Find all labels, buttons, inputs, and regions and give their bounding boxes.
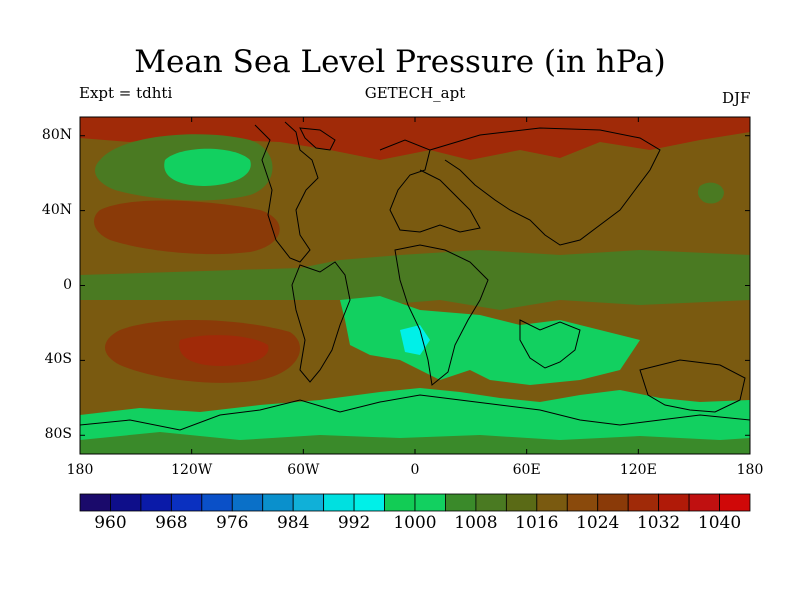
colorbar-label: 1032 [636,513,681,533]
coastline-south-america [291,261,351,383]
colorbar-swatch [505,493,538,512]
experiment-label: Expt = tdhti [79,84,173,102]
pressure-region-tropical-trough [80,250,750,310]
pressure-region-southern-continent-low [340,296,640,385]
colorbar-swatch [323,493,355,512]
coastline-africa [394,244,489,386]
coastline-australia [639,359,746,413]
lon-tick-label: 120E [619,462,657,478]
colorbar-swatch [566,493,599,512]
colorbar-label: 960 [94,513,127,533]
colorbar-swatch [658,493,690,512]
coastline-asia [429,127,661,246]
colorbar-swatch [201,493,233,512]
pressure-region-southeast-pacific-high-core [179,335,269,366]
colorbar-label: 984 [276,513,310,533]
lon-tick-label: 180 [66,462,94,478]
lat-tick-label: 80N [41,126,72,143]
coastline-north-america [254,121,319,263]
colorbar-swatch [719,493,751,512]
coastline-europe [379,139,481,233]
colorbar-swatch [262,493,294,512]
pressure-region-southern-ocean-trough [80,388,750,454]
lat-tick-label: 0 [63,276,72,293]
axis-ticks [79,117,751,454]
colorbar-swatch [445,493,477,512]
lon-tick-label: 60W [287,462,320,478]
coastlines [80,121,750,431]
colorbar-label: 976 [216,513,249,533]
pressure-region-north-pacific-low-core [164,148,251,186]
pressure-region-antarctic-band [80,432,750,454]
dataset-label: GETECH_apt [364,84,466,102]
pressure-region-north-pacific-subtropical-high [94,200,280,255]
colorbar-label: 1008 [454,513,498,533]
colorbar-label: 1024 [576,513,620,533]
colorbar-swatch [79,493,111,512]
colorbar-swatch [475,493,507,512]
colorbar-swatch [170,493,203,512]
colorbar-label: 1016 [515,513,559,533]
lat-tick-label: 40S [44,351,72,368]
colorbar-swatch [688,493,720,512]
colorbar-label: 968 [155,513,188,533]
lon-tick-label: 120W [171,462,213,478]
contour-fields [80,117,750,454]
colorbar-label: 992 [337,513,371,533]
season-label: DJF [722,89,751,107]
lon-tick-label: 0 [410,462,420,478]
colorbar-swatch [597,493,629,512]
lon-tick-label: 60E [512,462,541,478]
pressure-regions [80,117,750,454]
coastline-antarctica [80,394,750,431]
colorbar-label: 1000 [393,513,437,533]
lat-tick-label: 40N [41,201,72,218]
pressure-region-southern-continent-low-core [400,325,430,355]
colorbar-swatch [414,493,446,512]
colorbar-swatch [536,493,568,512]
pressure-region-north-polar-high [80,117,750,160]
pressure-region-northwest-pacific-low [697,182,724,204]
colorbar-swatch [231,493,264,512]
colorbar-swatch [110,493,142,512]
colorbar-swatch [627,493,660,512]
colorbar [79,493,751,512]
lon-tick-label: 180 [736,462,764,478]
colorbar-swatch [384,493,416,512]
coastline-greenland [299,127,336,151]
colorbar-swatch [353,493,385,512]
colorbar-swatch [292,493,325,512]
coastline-india [519,319,581,369]
plot-title: Mean Sea Level Pressure (in hPa) [134,44,666,80]
lat-tick-label: 80S [44,426,72,443]
colorbar-swatch [140,493,172,512]
colorbar-label: 1040 [697,513,742,533]
